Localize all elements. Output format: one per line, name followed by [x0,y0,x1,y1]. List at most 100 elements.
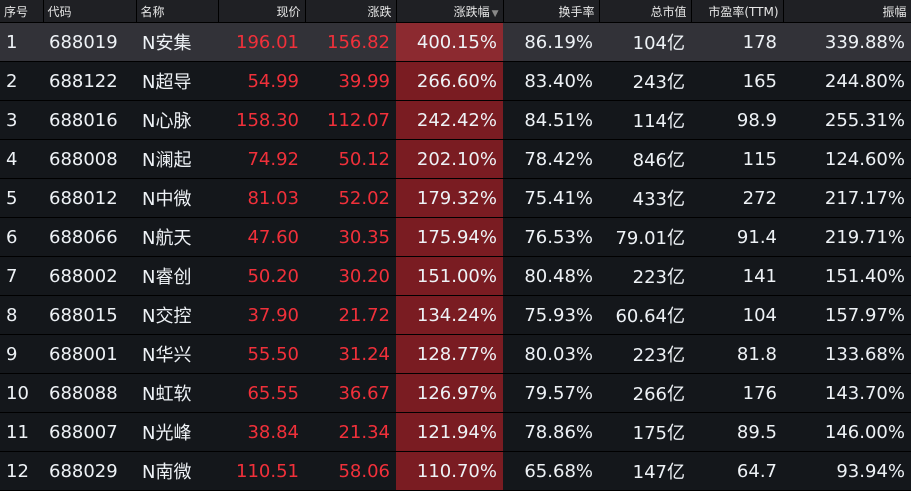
cell-name: N交控 [136,295,218,335]
cell-amplitude: 93.94% [783,451,911,491]
cell-index: 1 [0,22,43,62]
cell-change: 112.07 [305,100,396,140]
cell-change: 31.24 [305,334,396,374]
cell-price: 38.84 [218,412,305,452]
cell-pe-ttm: 178 [691,22,783,62]
cell-turnover: 78.86% [503,412,599,452]
cell-market-cap: 114亿 [599,100,691,140]
cell-change-pct: 134.24% [396,295,503,335]
cell-pe-ttm: 64.7 [691,451,783,491]
cell-change-pct: 400.15% [396,22,503,62]
cell-price: 74.92 [218,139,305,179]
cell-change: 21.34 [305,412,396,452]
header-label: 代码 [47,4,72,19]
cell-code: 688088 [43,373,136,413]
cell-amplitude: 124.60% [783,139,911,179]
cell-code: 688019 [43,22,136,62]
table-row[interactable]: 1 688019 N安集 196.01 156.82 400.15% 86.19% 104亿 1… [0,22,911,62]
cell-market-cap: 175亿 [599,412,691,452]
cell-price: 54.99 [218,61,305,101]
cell-turnover: 83.40% [503,61,599,101]
cell-change: 30.35 [305,217,396,257]
table-row[interactable]: 4 688008 N澜起 74.92 50.12 202.10% 78.42% 846亿 115… [0,139,911,179]
cell-change: 21.72 [305,295,396,335]
cell-pe-ttm: 176 [691,373,783,413]
table-row[interactable]: 5 688012 N中微 81.03 52.02 179.32% 75.41% 433亿 272… [0,178,911,218]
table-row[interactable]: 11 688007 N光峰 38.84 21.34 121.94% 78.86% 175亿 89… [0,412,911,452]
cell-market-cap: 223亿 [599,334,691,374]
cell-market-cap: 60.64亿 [599,295,691,335]
header-price[interactable]: 现价 [218,0,306,23]
cell-price: 81.03 [218,178,305,218]
header-amplitude[interactable]: 振幅 [783,0,911,23]
cell-index: 5 [0,178,43,218]
header-label: 涨跌幅 [453,4,490,19]
header-turnover[interactable]: 换手率 [503,0,600,23]
cell-change-pct: 266.60% [396,61,503,101]
table-row[interactable]: 7 688002 N睿创 50.20 30.20 151.00% 80.48% 223亿 141… [0,256,911,296]
cell-code: 688001 [43,334,136,374]
cell-amplitude: 146.00% [783,412,911,452]
cell-amplitude: 255.31% [783,100,911,140]
triangle-down-icon[interactable]: ▼ [491,8,499,19]
cell-price: 110.51 [218,451,305,491]
cell-change-pct: 110.70% [396,451,503,491]
cell-change-pct: 128.77% [396,334,503,374]
cell-change: 30.20 [305,256,396,296]
header-label: 振幅 [882,4,907,19]
header-pe-ttm[interactable]: 市盈率(TTM) [691,0,784,23]
cell-pe-ttm: 89.5 [691,412,783,452]
cell-market-cap: 147亿 [599,451,691,491]
cell-index: 9 [0,334,43,374]
cell-change-pct: 242.42% [396,100,503,140]
cell-market-cap: 104亿 [599,22,691,62]
header-code[interactable]: 代码 [43,0,137,23]
table-row[interactable]: 9 688001 N华兴 55.50 31.24 128.77% 80.03% 223亿 81.… [0,334,911,374]
cell-name: N光峰 [136,412,218,452]
table-row[interactable]: 10 688088 N虹软 65.55 36.67 126.97% 79.57% 266亿 17… [0,373,911,413]
table-row[interactable]: 6 688066 N航天 47.60 30.35 175.94% 76.53% 79.01亿 9… [0,217,911,257]
cell-code: 688002 [43,256,136,296]
cell-amplitude: 151.40% [783,256,911,296]
cell-market-cap: 79.01亿 [599,217,691,257]
cell-pe-ttm: 98.9 [691,100,783,140]
cell-turnover: 76.53% [503,217,599,257]
cell-name: N中微 [136,178,218,218]
cell-code: 688029 [43,451,136,491]
cell-amplitude: 143.70% [783,373,911,413]
cell-change-pct: 121.94% [396,412,503,452]
cell-name: N安集 [136,22,218,62]
cell-turnover: 79.57% [503,373,599,413]
cell-name: N南微 [136,451,218,491]
cell-name: N航天 [136,217,218,257]
cell-index: 2 [0,61,43,101]
cell-market-cap: 266亿 [599,373,691,413]
header-change[interactable]: 涨跌 [305,0,397,23]
cell-code: 688012 [43,178,136,218]
table-row[interactable]: 8 688015 N交控 37.90 21.72 134.24% 75.93% 60.64亿 1… [0,295,911,335]
cell-amplitude: 244.80% [783,61,911,101]
header-market-cap[interactable]: 总市值 [599,0,692,23]
cell-change: 156.82 [305,22,396,62]
cell-code: 688122 [43,61,136,101]
header-label: 市盈率(TTM) [708,4,779,19]
header-change-pct[interactable]: 涨跌幅 ▼ [396,0,504,23]
cell-price: 50.20 [218,256,305,296]
cell-amplitude: 157.97% [783,295,911,335]
cell-market-cap: 433亿 [599,178,691,218]
cell-turnover: 80.03% [503,334,599,374]
table-row[interactable]: 12 688029 N南微 110.51 58.06 110.70% 65.68% 147亿 6… [0,451,911,491]
table-row[interactable]: 2 688122 N超导 54.99 39.99 266.60% 83.40% 243亿 165… [0,61,911,101]
table-row[interactable]: 3 688016 N心脉 158.30 112.07 242.42% 84.51% 114亿 9… [0,100,911,140]
cell-turnover: 84.51% [503,100,599,140]
cell-turnover: 80.48% [503,256,599,296]
cell-price: 47.60 [218,217,305,257]
header-name[interactable]: 名称 [136,0,219,23]
cell-change: 39.99 [305,61,396,101]
cell-name: N超导 [136,61,218,101]
cell-change-pct: 179.32% [396,178,503,218]
cell-name: N澜起 [136,139,218,179]
cell-pe-ttm: 115 [691,139,783,179]
header-index[interactable]: 序号 [0,0,44,23]
